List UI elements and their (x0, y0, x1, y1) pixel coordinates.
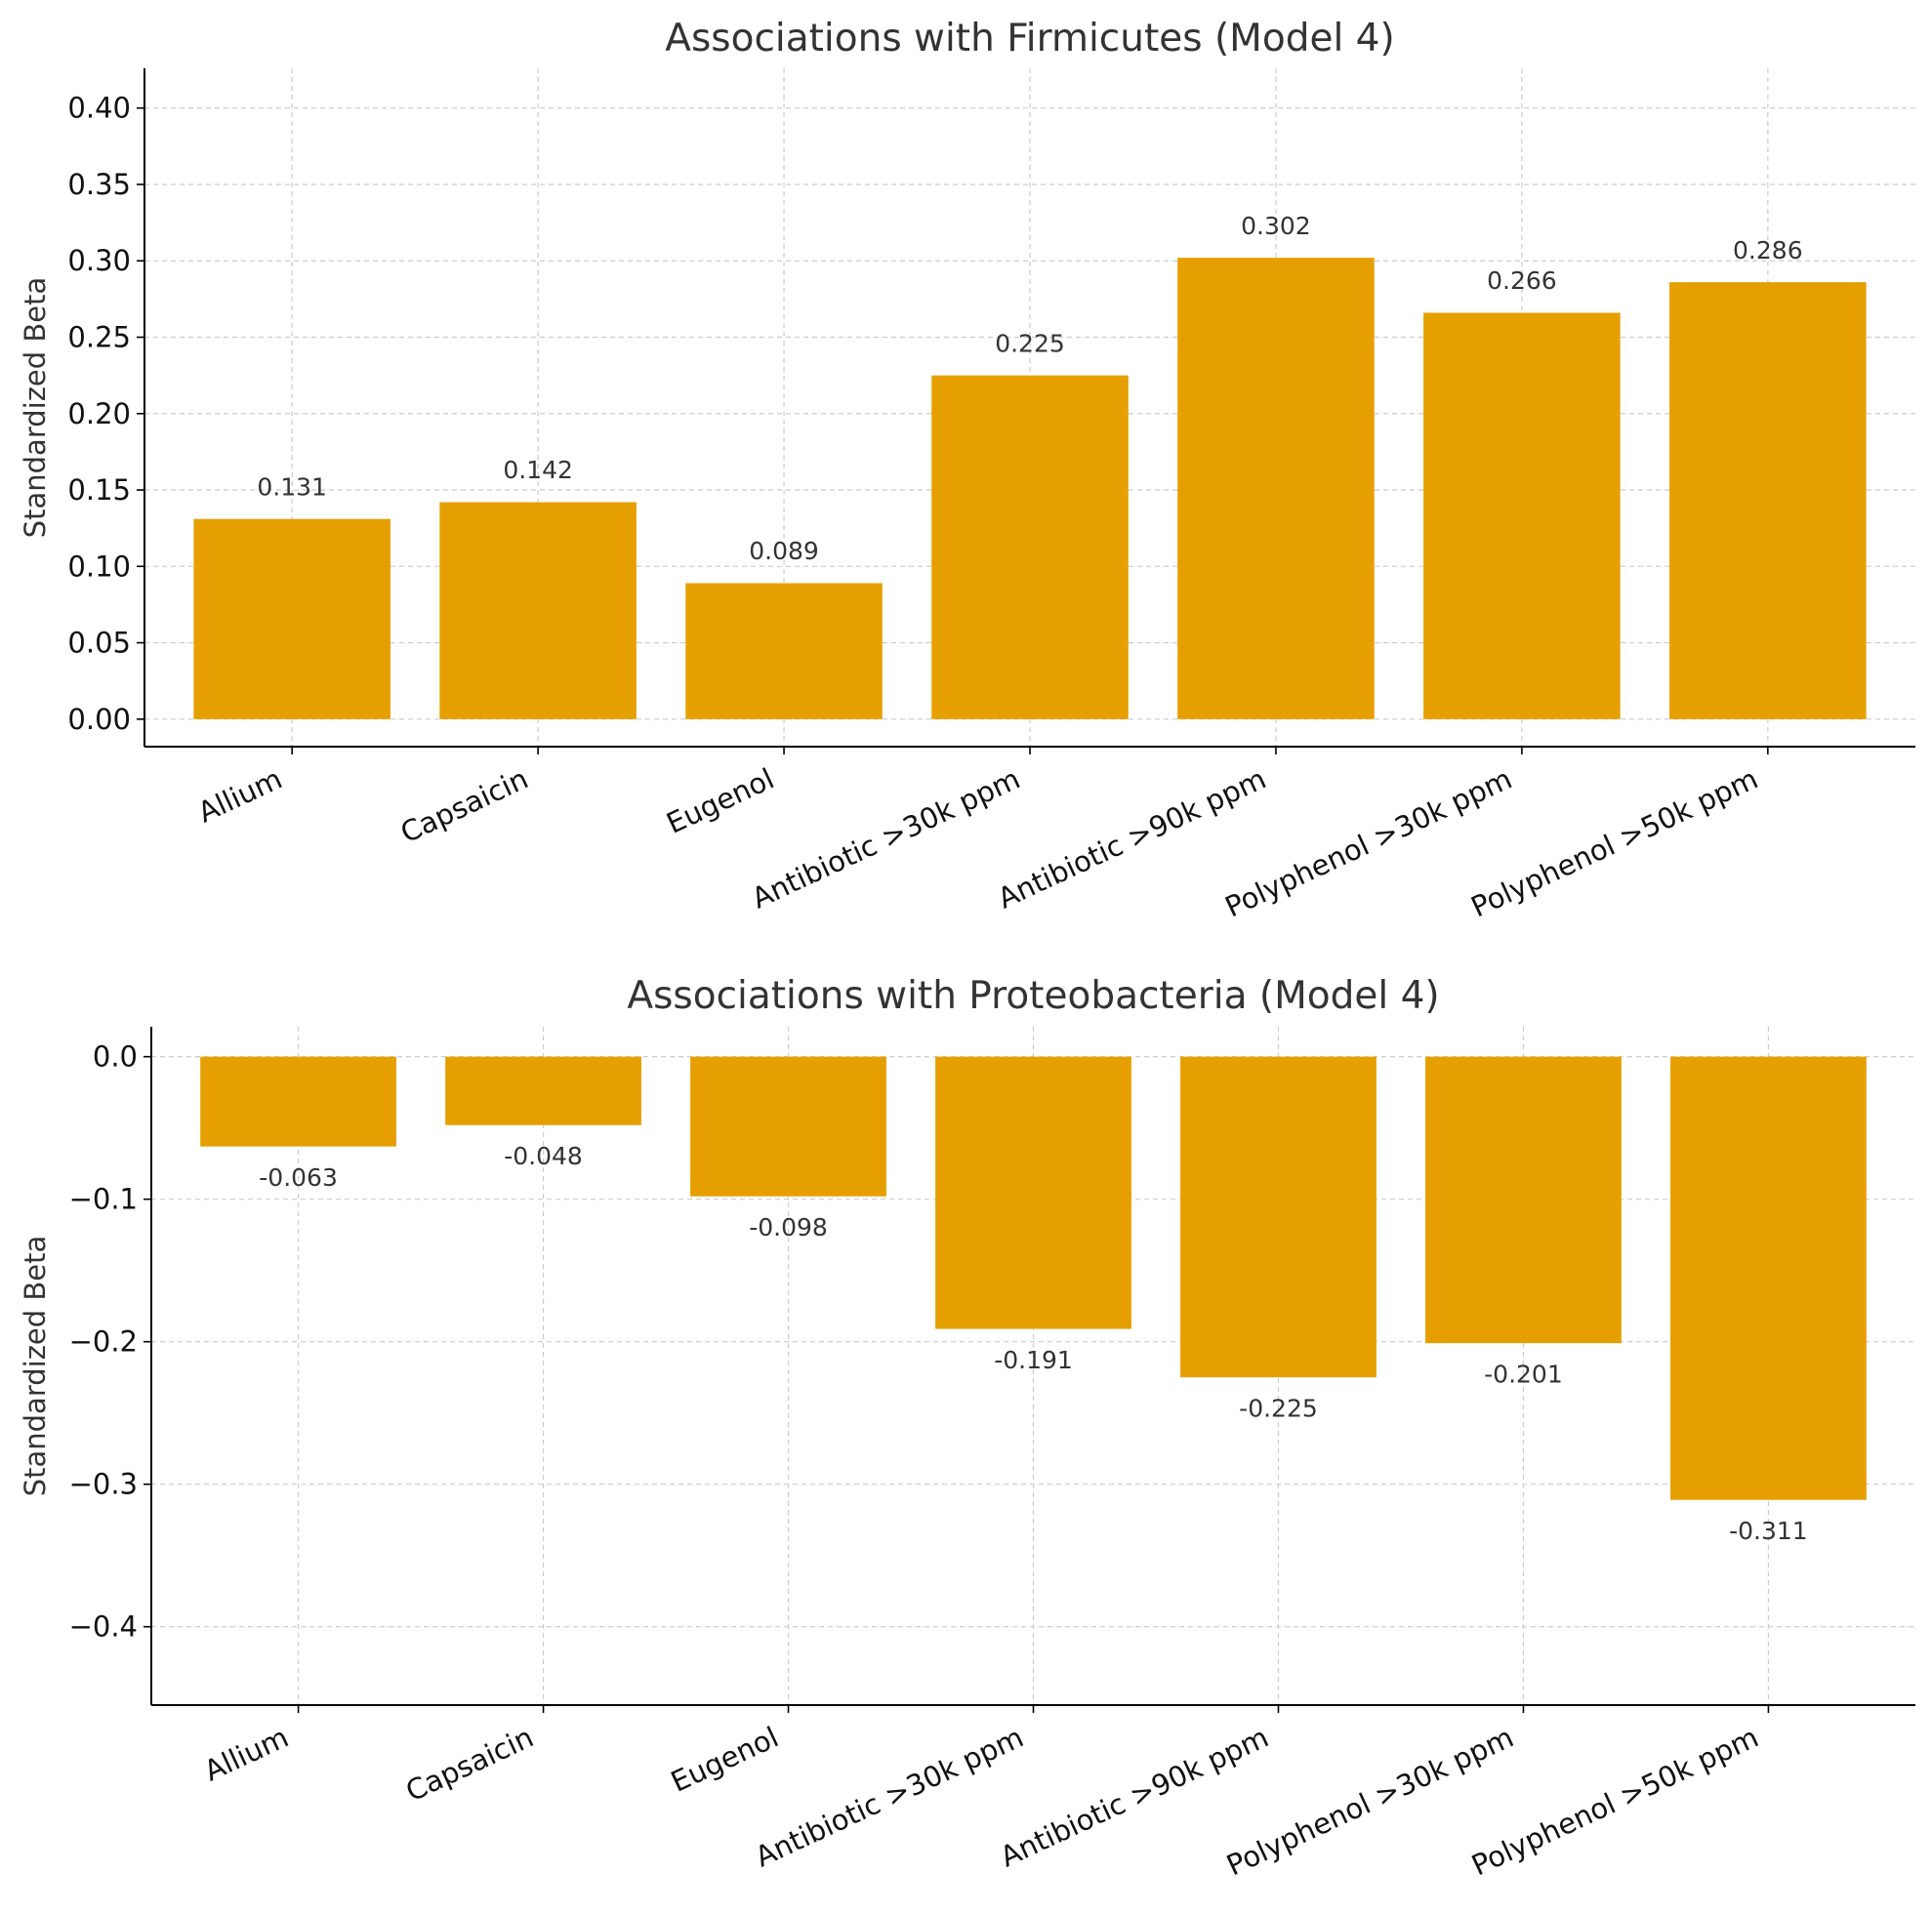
bar-eugenol (690, 1056, 886, 1197)
data-label-antibiotic-90k: -0.225 (1239, 1395, 1318, 1423)
data-label-allium: 0.131 (257, 472, 327, 501)
y-axis-label: Standardized Beta (19, 277, 52, 539)
y-tick-label: 0.40 (67, 92, 131, 125)
x-tick-label-eugenol: Eugenol (666, 1721, 784, 1799)
x-tick-label-antibiotic-30k: Antibiotic >30k ppm (750, 1721, 1028, 1874)
y-tick-label: 0.15 (67, 473, 131, 507)
chart-title: Associations with Firmicutes (Model 4) (665, 17, 1394, 61)
proteobacteria-panel: -0.063 -0.048 -0.098 -0.191 -0.225 -0.201 -0.3… (19, 974, 1915, 1882)
x-tick-label-antibiotic-30k: Antibiotic >30k ppm (747, 762, 1025, 916)
x-tick-label-capsaicin: Capsaicin (400, 1721, 538, 1809)
bar-capsaicin (439, 502, 637, 719)
y-tick-label: −0.1 (69, 1183, 138, 1216)
bar-antibiotic-90k (1180, 1056, 1377, 1378)
data-label-capsaicin: 0.142 (503, 456, 573, 484)
chart-title: Associations with Proteobacteria (Model … (627, 974, 1439, 1018)
data-label-polyphenol-50k: 0.286 (1733, 236, 1803, 265)
x-tick-label-capsaicin: Capsaicin (395, 762, 533, 850)
y-tick-label: −0.3 (69, 1468, 138, 1501)
bar-polyphenol-50k (1669, 282, 1867, 719)
bar-antibiotic-30k (935, 1056, 1131, 1329)
data-label-polyphenol-30k: 0.266 (1487, 266, 1557, 295)
bar-polyphenol-50k (1670, 1056, 1867, 1500)
data-label-antibiotic-30k: -0.191 (994, 1346, 1073, 1374)
y-tick-label: 0.25 (67, 320, 131, 353)
y-tick-label: 0.30 (67, 244, 131, 277)
bar-capsaicin (445, 1056, 641, 1125)
y-tick-label: 0.20 (67, 397, 131, 430)
y-tick-label: 0.0 (93, 1040, 138, 1074)
data-label-allium: -0.063 (259, 1163, 338, 1192)
y-tick-label: −0.2 (69, 1325, 138, 1359)
data-label-antibiotic-30k: 0.225 (995, 329, 1065, 357)
bar-eugenol (685, 583, 883, 719)
y-axis-label: Standardized Beta (19, 1236, 52, 1497)
y-tick-label: 0.35 (67, 168, 131, 201)
bar-antibiotic-30k (931, 375, 1129, 719)
bar-antibiotic-90k (1177, 258, 1375, 719)
y-tick-label: 0.05 (67, 627, 131, 660)
data-label-eugenol: 0.089 (749, 537, 819, 565)
data-label-capsaicin: -0.048 (504, 1142, 583, 1170)
bar-polyphenol-30k (1423, 312, 1621, 719)
bar-allium (200, 1056, 396, 1147)
bar-allium (193, 518, 391, 719)
x-tick-label-eugenol: Eugenol (661, 762, 779, 840)
y-tick-label: 0.10 (67, 549, 131, 583)
data-label-eugenol: -0.098 (749, 1213, 828, 1241)
data-label-polyphenol-50k: -0.311 (1729, 1517, 1808, 1545)
x-tick-label-allium: Allium (193, 762, 288, 830)
y-tick-label: −0.4 (69, 1610, 138, 1644)
x-tick-label-allium: Allium (199, 1721, 294, 1788)
data-label-antibiotic-90k: 0.302 (1241, 212, 1311, 240)
firmicutes-panel: 0.131 0.142 0.089 0.225 0.302 0.266 0.286 0.00 0… (19, 17, 1915, 923)
data-label-polyphenol-30k: -0.201 (1484, 1360, 1563, 1388)
y-tick-label: 0.00 (67, 703, 131, 736)
bar-polyphenol-30k (1425, 1056, 1622, 1344)
